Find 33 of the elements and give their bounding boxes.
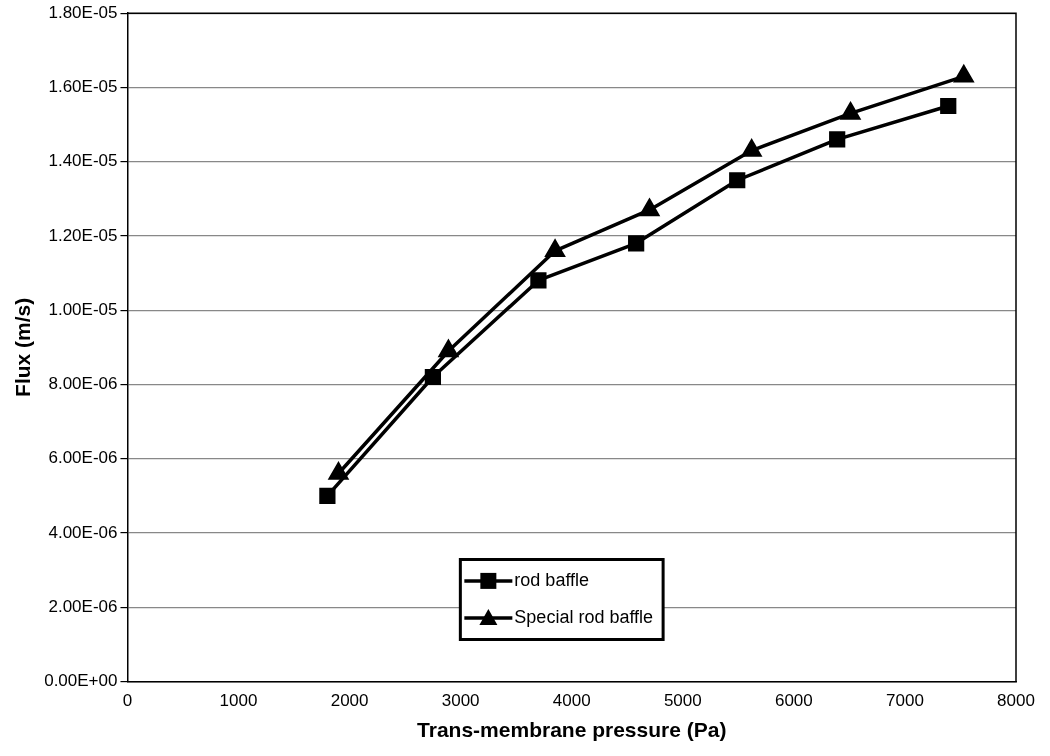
x-tick-label: 2000 xyxy=(330,691,369,711)
x-tick-label: 8000 xyxy=(997,691,1035,711)
point xyxy=(628,235,645,252)
x-tick-label: 0 xyxy=(122,691,133,711)
point xyxy=(438,340,458,358)
point xyxy=(742,139,762,157)
x-tick-label: 4000 xyxy=(552,691,591,711)
y-tick-label: 1.60E-05 xyxy=(48,77,118,97)
x-tick-label: 3000 xyxy=(441,691,480,711)
y-tick-label: 4.00E-06 xyxy=(48,522,118,542)
y-tick-label: 8.00E-06 xyxy=(48,374,118,394)
y-tick-label: 1.20E-05 xyxy=(48,225,118,245)
point xyxy=(639,199,660,217)
point xyxy=(953,63,975,83)
point xyxy=(530,272,547,289)
point xyxy=(840,102,861,120)
y-tick-label: 1.00E-05 xyxy=(48,299,118,319)
y-tick-label: 0.00E+00 xyxy=(44,671,118,691)
y-axis-title: Flux (m/s) xyxy=(11,297,35,397)
x-tick-label: 1000 xyxy=(219,691,258,711)
x-tick-label: 6000 xyxy=(774,691,813,711)
point xyxy=(319,487,336,504)
y-tick-label: 1.80E-05 xyxy=(48,2,118,22)
x-axis-title: Trans-membrane pressure (Pa) xyxy=(417,718,727,742)
y-tick-label: 2.00E-06 xyxy=(48,596,118,616)
legend-label: rod baffle xyxy=(514,569,590,590)
point xyxy=(424,368,442,386)
y-tick-label: 6.00E-06 xyxy=(48,448,118,468)
x-tick-label: 7000 xyxy=(886,691,924,711)
x-tick-label: 5000 xyxy=(663,691,702,711)
y-tick-label: 1.40E-05 xyxy=(48,151,118,171)
point xyxy=(545,240,565,258)
legend-label: Special rod baffle xyxy=(514,606,654,627)
